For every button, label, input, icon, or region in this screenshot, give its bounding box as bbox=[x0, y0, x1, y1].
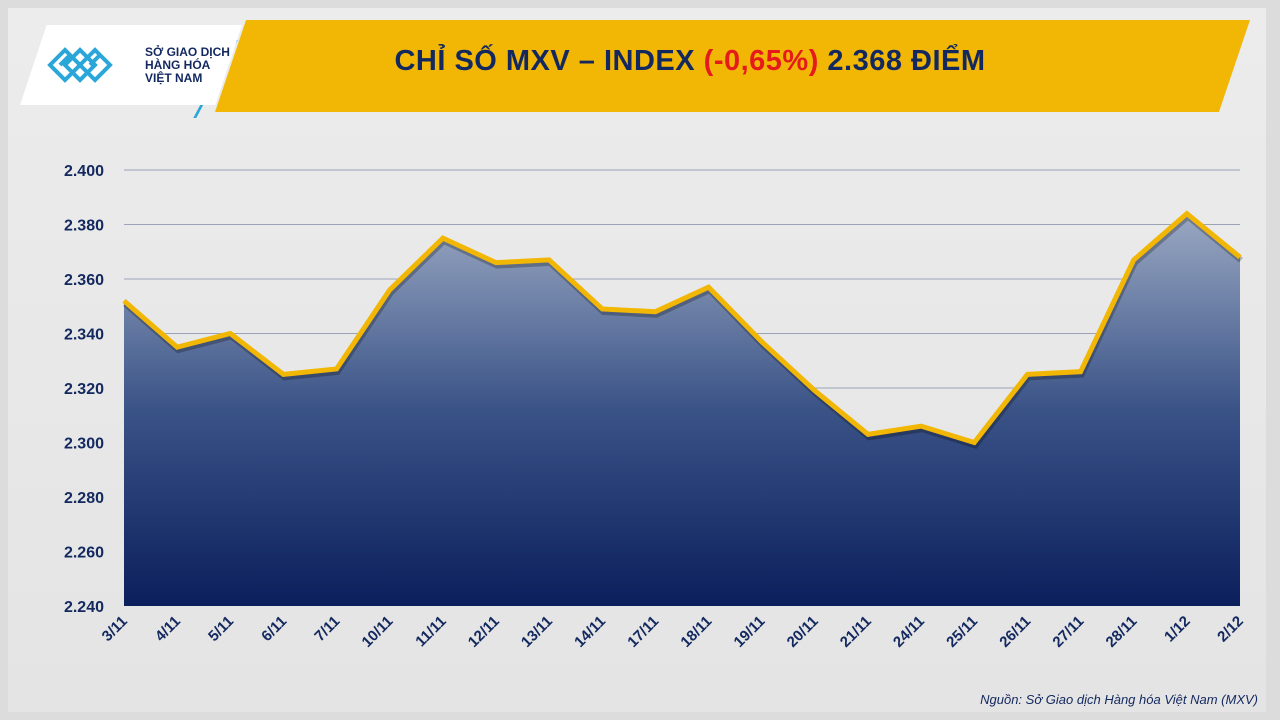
y-tick-label: 2.360 bbox=[64, 272, 104, 289]
x-tick-label: 17/11 bbox=[624, 613, 662, 651]
x-tick-label: 2/12 bbox=[1214, 613, 1247, 646]
x-tick-label: 11/11 bbox=[412, 613, 449, 650]
logo-text: SỞ GIAO DỊCH HÀNG HÓA VIỆT NAM bbox=[145, 46, 230, 85]
mxv-logo bbox=[20, 25, 242, 105]
title-banner bbox=[215, 20, 1250, 112]
x-tick-label: 14/11 bbox=[571, 613, 609, 651]
x-tick-label: 10/11 bbox=[359, 613, 397, 651]
y-tick-label: 2.340 bbox=[64, 327, 104, 344]
x-tick-label: 7/11 bbox=[311, 613, 343, 645]
logo-line-1: SỞ GIAO DỊCH bbox=[145, 45, 230, 59]
x-tick-label: 1/12 bbox=[1161, 613, 1194, 646]
y-tick-label: 2.280 bbox=[64, 490, 104, 507]
source-note: Nguồn: Sở Giao dịch Hàng hóa Việt Nam (M… bbox=[980, 692, 1258, 707]
y-tick-label: 2.400 bbox=[64, 163, 104, 180]
x-tick-label: 25/11 bbox=[943, 613, 981, 651]
x-tick-label: 24/11 bbox=[890, 613, 928, 651]
logo-line-2: HÀNG HÓA bbox=[145, 58, 211, 72]
y-tick-label: 2.240 bbox=[64, 599, 104, 616]
x-tick-label: 5/11 bbox=[205, 613, 237, 645]
x-tick-label: 3/11 bbox=[99, 613, 131, 645]
x-tick-label: 6/11 bbox=[258, 613, 290, 645]
line-shadow bbox=[123, 212, 1243, 449]
x-tick-label: 13/11 bbox=[518, 613, 556, 651]
x-tick-label: 20/11 bbox=[784, 613, 822, 651]
series-line bbox=[122, 210, 1242, 446]
title-change: (-0,65%) bbox=[703, 45, 819, 77]
logo-line-3: VIỆT NAM bbox=[145, 71, 203, 85]
x-tick-label: 18/11 bbox=[677, 613, 715, 651]
x-tick-label: 26/11 bbox=[996, 613, 1034, 651]
x-tick-label: 4/11 bbox=[152, 613, 184, 645]
y-tick-label: 2.380 bbox=[64, 218, 104, 235]
area-fill bbox=[124, 213, 1240, 606]
y-tick-label: 2.300 bbox=[64, 436, 104, 453]
mxv-logo-icon bbox=[47, 47, 113, 83]
x-tick-label: 12/11 bbox=[465, 613, 503, 651]
x-tick-label: 21/11 bbox=[837, 613, 875, 651]
y-tick-label: 2.260 bbox=[64, 545, 104, 562]
title-suffix: 2.368 ĐIỂM bbox=[818, 45, 986, 77]
title-prefix: CHỈ SỐ MXV – INDEX bbox=[394, 45, 704, 77]
x-tick-label: 27/11 bbox=[1049, 613, 1087, 651]
x-tick-label: 19/11 bbox=[731, 613, 769, 651]
chart-title: CHỈ SỐ MXV – INDEX (-0,65%) 2.368 ĐIỂM bbox=[300, 45, 1080, 78]
y-tick-label: 2.320 bbox=[64, 381, 104, 398]
x-tick-label: 28/11 bbox=[1103, 613, 1141, 651]
